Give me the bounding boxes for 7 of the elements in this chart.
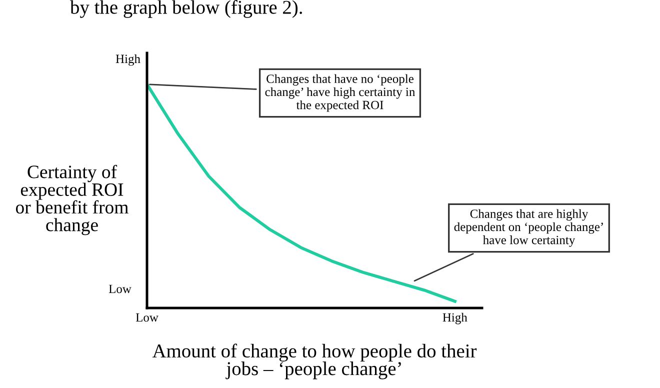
text: High bbox=[116, 54, 140, 66]
y-axis-title: Certainty of expected ROI or benefit from change bbox=[16, 164, 128, 236]
annotation: Changes that have no ‘people change’ have high certainty in the expected ROI bbox=[265, 74, 416, 112]
text: by the graph below (figure 2). bbox=[70, 0, 302, 18]
text: Low bbox=[108, 284, 132, 294]
annotation: Changes that are highly dependent on ‘people change’ have low certainty bbox=[454, 209, 603, 247]
x-axis-title: Amount of change to how people do their jobs – ‘people change’ bbox=[152, 344, 477, 380]
